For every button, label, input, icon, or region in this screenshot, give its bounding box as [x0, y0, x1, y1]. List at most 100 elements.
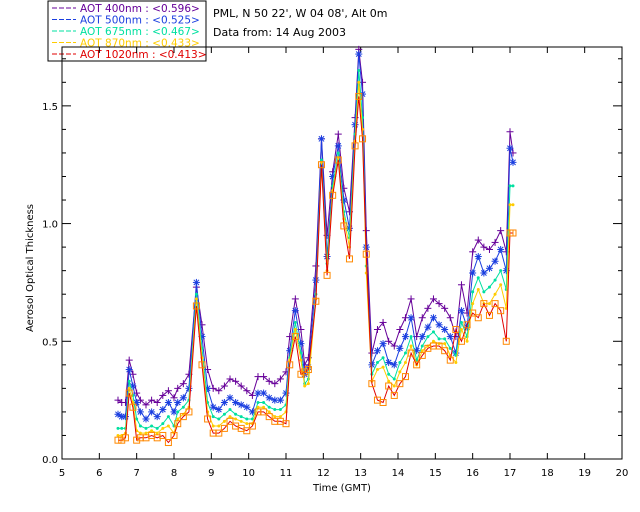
- data-point: [441, 304, 449, 312]
- data-point: [476, 287, 480, 291]
- data-point: [291, 333, 299, 341]
- data-point: [499, 283, 503, 287]
- data-point: [493, 292, 497, 296]
- data-point: [381, 365, 385, 369]
- data-point: [136, 408, 144, 416]
- data-point: [336, 151, 340, 155]
- data-point: [401, 373, 409, 381]
- data-point: [474, 314, 482, 322]
- site-info: PML, N 50 22', W 04 08', Alt 0m: [213, 7, 387, 20]
- data-point: [185, 408, 193, 416]
- data-point: [441, 347, 449, 355]
- data-point: [222, 419, 226, 423]
- data-point: [243, 427, 251, 435]
- data-point: [446, 356, 454, 364]
- data-point: [312, 297, 320, 305]
- data-point: [457, 337, 465, 345]
- data-point: [387, 379, 391, 383]
- data-point: [487, 302, 491, 306]
- data-point: [291, 307, 299, 315]
- data-point: [407, 314, 415, 322]
- data-point: [155, 426, 159, 430]
- data-point: [237, 401, 245, 409]
- data-point: [301, 368, 309, 376]
- data-point: [375, 368, 379, 372]
- data-point: [474, 253, 482, 261]
- y-tick-label: 1.5: [42, 102, 58, 113]
- data-point: [392, 384, 396, 388]
- data-point: [390, 391, 398, 399]
- data-point: [267, 405, 271, 409]
- data-point: [418, 333, 426, 341]
- data-point: [351, 142, 359, 150]
- data-point: [403, 351, 407, 355]
- data-point: [480, 269, 488, 277]
- data-point: [220, 382, 228, 390]
- data-point: [220, 424, 228, 432]
- data-point: [345, 255, 353, 263]
- data-point: [476, 276, 480, 280]
- data-point: [407, 295, 415, 303]
- x-tick-label: 9: [208, 468, 214, 479]
- data-point: [491, 300, 499, 308]
- data-point: [127, 386, 131, 390]
- data-point: [153, 413, 161, 421]
- data-point: [138, 431, 142, 435]
- series-line: [118, 96, 513, 444]
- data-point: [373, 326, 381, 334]
- y-axis: 0.0 0.5 1.0 1.5: [42, 58, 622, 466]
- data-point: [243, 387, 251, 395]
- data-point: [355, 92, 363, 100]
- data-point: [485, 245, 493, 253]
- data-point: [390, 342, 398, 350]
- data-point: [493, 278, 497, 282]
- legend-entry: AOT 500nm : <0.525>: [80, 15, 200, 27]
- data-point: [452, 326, 460, 334]
- data-point: [164, 439, 172, 447]
- x-tick-label: 19: [578, 468, 591, 479]
- data-point: [118, 436, 126, 444]
- data-point: [245, 422, 249, 426]
- data-point: [381, 356, 385, 360]
- series-2: [114, 50, 517, 423]
- data-point: [278, 408, 282, 412]
- data-point: [215, 387, 223, 395]
- data-point: [198, 361, 206, 369]
- data-point: [185, 384, 193, 392]
- data-point: [334, 142, 342, 150]
- data-point: [153, 398, 161, 406]
- x-tick-label: 6: [96, 468, 102, 479]
- data-point: [379, 340, 387, 348]
- data-point: [138, 424, 142, 428]
- series-5: [114, 92, 517, 447]
- y-axis-title: Aerosol Optical Thickness: [25, 204, 36, 332]
- data-point: [194, 292, 198, 296]
- data-point: [491, 257, 499, 265]
- data-point: [271, 380, 279, 388]
- data-point: [413, 361, 421, 369]
- data-point: [499, 269, 503, 273]
- data-point: [250, 417, 254, 421]
- y-tick-label: 0.5: [42, 337, 58, 348]
- data-point: [129, 403, 137, 411]
- plot-area: [61, 46, 623, 460]
- x-tick-label: 10: [242, 468, 255, 479]
- data-point: [150, 424, 154, 428]
- data-point: [114, 436, 122, 444]
- data-point: [217, 417, 221, 421]
- data-point: [262, 400, 266, 404]
- x-tick-label: 16: [466, 468, 479, 479]
- data-point: [174, 398, 182, 406]
- data-point: [474, 236, 482, 244]
- data-point: [125, 356, 133, 364]
- series-3: [116, 69, 515, 430]
- data-point: [248, 422, 256, 430]
- data-point: [273, 408, 277, 412]
- data-point: [239, 419, 243, 423]
- data-point: [226, 417, 234, 425]
- data-point: [401, 333, 409, 341]
- data-point: [396, 380, 404, 388]
- x-tick-label: 8: [171, 468, 177, 479]
- data-point: [312, 262, 320, 270]
